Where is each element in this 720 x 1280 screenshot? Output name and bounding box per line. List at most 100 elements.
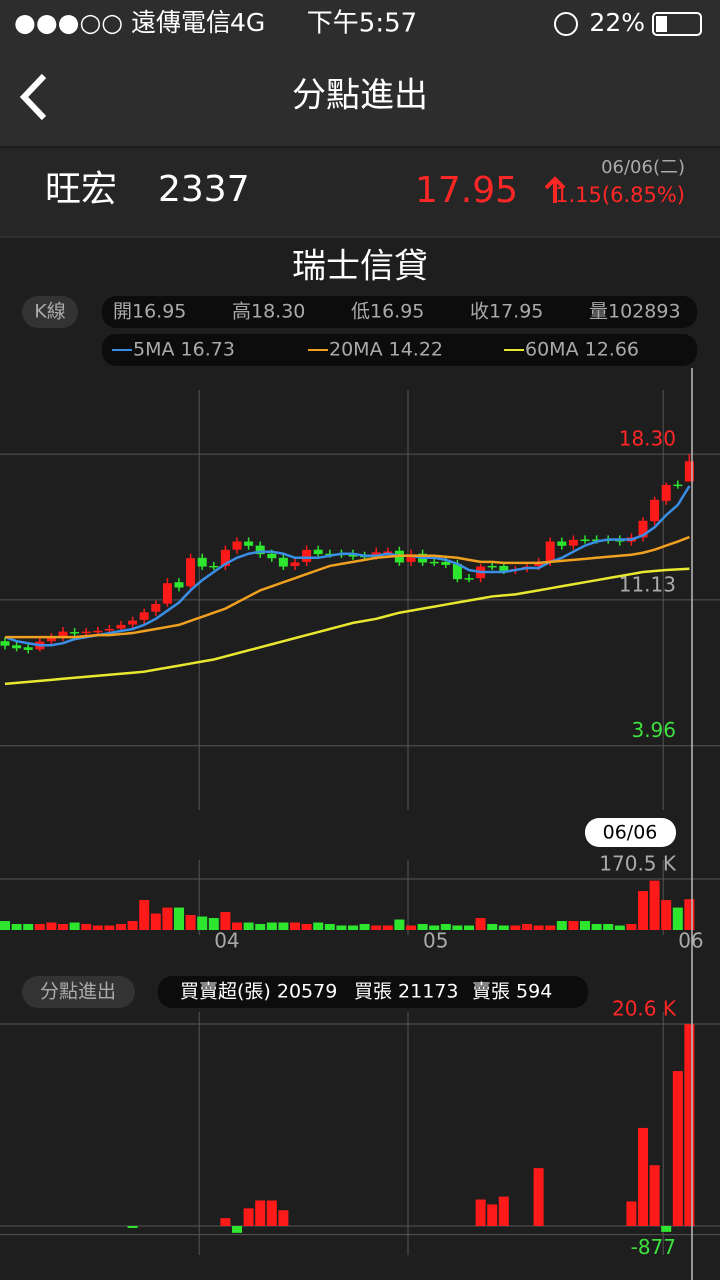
y-tick-label: 3.96 — [631, 718, 676, 742]
candle-body — [197, 557, 207, 567]
bar — [684, 899, 695, 930]
sell-text: 賣張 594 — [472, 981, 552, 1003]
bar — [150, 913, 161, 930]
netbuy-tag — [22, 976, 135, 1008]
candle-body — [209, 565, 219, 568]
candle-body — [441, 561, 451, 565]
bar — [614, 925, 625, 930]
bar — [290, 922, 300, 930]
candle-body — [545, 541, 555, 562]
bar — [464, 925, 474, 930]
bar — [69, 922, 80, 930]
bar — [324, 924, 335, 930]
bar — [185, 915, 196, 930]
bar — [498, 1196, 509, 1227]
bar — [278, 1210, 289, 1227]
candle-body — [104, 628, 114, 631]
bar — [174, 907, 184, 930]
bar — [661, 1226, 672, 1232]
candle-body — [371, 552, 381, 556]
bar — [475, 1199, 486, 1227]
candle-body — [383, 551, 393, 553]
bar — [394, 919, 405, 930]
candle-body — [186, 558, 196, 587]
candle-body — [93, 630, 103, 633]
bar — [626, 924, 637, 930]
kline-tag-text: K線 — [34, 301, 65, 323]
candle-body — [313, 549, 323, 555]
bar — [301, 924, 312, 930]
y-tick-label: 20.6 K — [612, 997, 677, 1021]
candle-body — [220, 549, 230, 566]
bar — [371, 925, 382, 930]
candle-body — [244, 541, 254, 546]
back-button[interactable] — [19, 73, 47, 121]
bar — [116, 924, 126, 930]
candle-body — [557, 541, 567, 546]
volume-text: 量102893 — [589, 301, 681, 323]
nav-title: 分點進出 — [292, 76, 428, 116]
bar — [220, 1218, 231, 1227]
bar — [440, 924, 451, 930]
net-text: 買賣超(張) 20579 — [180, 981, 337, 1003]
kline-tag — [22, 296, 78, 328]
network: 4G — [230, 8, 265, 37]
bar — [208, 918, 219, 930]
ma-pill — [102, 334, 697, 366]
bar — [429, 925, 440, 930]
bar — [684, 1024, 695, 1227]
candle-body — [592, 539, 602, 541]
candle-body — [638, 520, 648, 538]
candle-body — [684, 461, 694, 482]
stock-name: 旺宏 — [45, 169, 117, 210]
bar — [510, 925, 521, 930]
bar — [278, 922, 289, 930]
netbuy-pill — [158, 976, 588, 1008]
bar — [162, 907, 173, 930]
candle-body — [23, 647, 33, 650]
y-tick-label: 11.13 — [619, 572, 676, 596]
candle-body — [116, 624, 126, 629]
candle-body — [568, 539, 578, 546]
candle-body — [278, 557, 288, 567]
bar — [603, 924, 614, 930]
up-arrow — [544, 176, 566, 203]
y-tick-label: -877 — [631, 1235, 676, 1259]
selected-date: 06/06 — [603, 822, 658, 844]
carrier: ●●●○○ 遠傳電信 — [14, 8, 231, 37]
bar — [672, 907, 683, 930]
bar — [243, 1208, 254, 1227]
buy-text: 買張 21173 — [354, 981, 458, 1003]
bar — [498, 925, 509, 930]
bar — [452, 925, 463, 930]
bar — [139, 900, 150, 930]
candle-body — [464, 578, 474, 580]
open-text: 開16.95 — [113, 301, 186, 323]
price-change: 1.15(6.85%) — [555, 183, 685, 207]
bar — [255, 924, 266, 930]
top-bar — [0, 0, 720, 146]
bar — [580, 921, 590, 930]
bar — [11, 924, 22, 930]
close-text: 收17.95 — [470, 301, 543, 323]
bar — [243, 922, 254, 930]
bar — [266, 922, 277, 930]
candle-body — [12, 645, 22, 649]
bar — [23, 924, 34, 930]
candle-body — [487, 565, 497, 568]
bar — [232, 922, 242, 930]
bar — [626, 1201, 637, 1227]
bar — [556, 921, 567, 930]
bar — [638, 1127, 648, 1227]
candle-body — [46, 637, 56, 642]
bar — [475, 918, 486, 930]
candle-body — [267, 553, 277, 559]
bar — [313, 922, 324, 930]
quote-date: 06/06(二) — [601, 157, 685, 178]
candle-body — [162, 583, 172, 604]
bar — [336, 925, 347, 930]
date-pill — [585, 818, 676, 847]
candle-body — [673, 484, 683, 487]
bar — [649, 880, 660, 930]
